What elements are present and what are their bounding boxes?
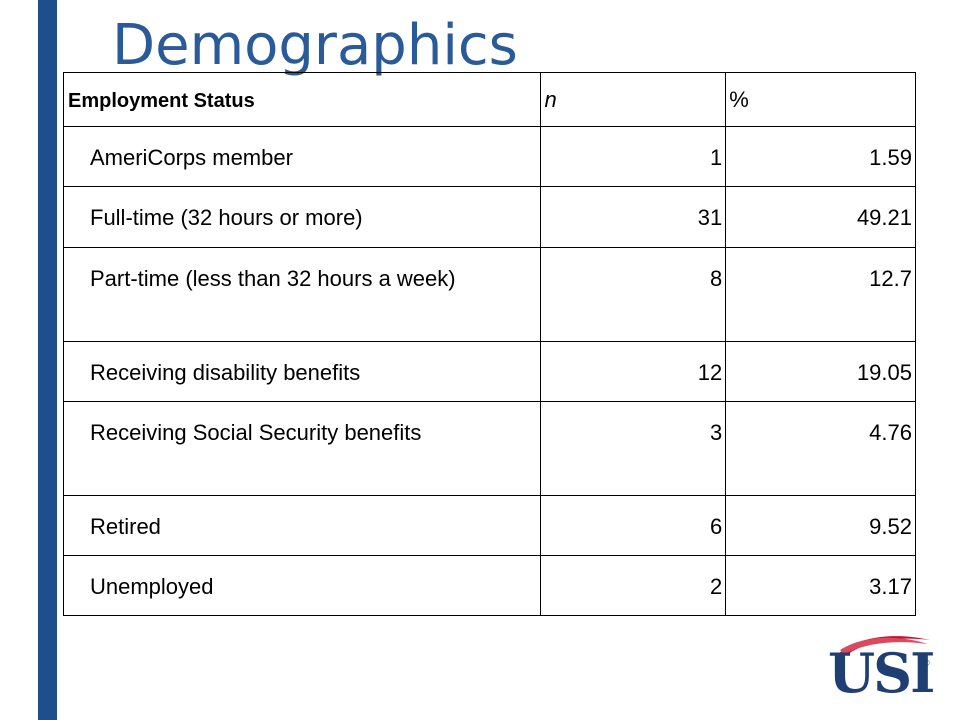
- row-label: Retired: [62, 495, 542, 556]
- side-accent-bar: [38, 0, 57, 720]
- row-percent: 4.76: [725, 401, 916, 496]
- row-percent: 19.05: [725, 341, 916, 402]
- registered-mark: ®: [923, 658, 930, 668]
- row-percent: 3.17: [725, 555, 916, 616]
- header-n: n: [540, 72, 727, 127]
- table-row: Part-time (less than 32 hours a week) 8 …: [62, 247, 916, 342]
- row-n: 1: [540, 126, 727, 187]
- slide-title: Demographics: [112, 13, 518, 78]
- header-employment-status: Employment Status: [62, 72, 542, 127]
- row-percent: 9.52: [725, 495, 916, 556]
- row-label: Full-time (32 hours or more): [62, 186, 542, 248]
- row-percent: 1.59: [725, 126, 916, 187]
- row-percent: 49.21: [725, 186, 916, 248]
- row-n: 2: [540, 555, 727, 616]
- row-label: Unemployed: [62, 555, 542, 616]
- table-row: Receiving disability benefits 12 19.05: [62, 341, 916, 402]
- table-header-row: Employment Status n %: [62, 72, 916, 127]
- row-n: 8: [540, 247, 727, 342]
- table-row: Full-time (32 hours or more) 31 49.21: [62, 186, 916, 248]
- swoosh-icon: [836, 636, 930, 658]
- row-n: 12: [540, 341, 727, 402]
- usi-logo: USI ®: [828, 630, 935, 708]
- header-percent: %: [725, 72, 916, 127]
- row-label: Receiving disability benefits: [62, 341, 542, 402]
- row-label: AmeriCorps member: [62, 126, 542, 187]
- table-row: Retired 6 9.52: [62, 495, 916, 556]
- logo-wordmark: USI: [828, 641, 935, 705]
- table-row: Unemployed 2 3.17: [62, 555, 916, 616]
- row-n: 31: [540, 186, 727, 248]
- table-row: AmeriCorps member 1 1.59: [62, 126, 916, 187]
- row-n: 6: [540, 495, 727, 556]
- row-label: Part-time (less than 32 hours a week): [62, 247, 542, 342]
- row-label: Receiving Social Security benefits: [62, 401, 542, 496]
- employment-status-table: Employment Status n % AmeriCorps member …: [62, 72, 916, 616]
- row-n: 3: [540, 401, 727, 496]
- table-row: Receiving Social Security benefits 3 4.7…: [62, 401, 916, 496]
- row-percent: 12.7: [725, 247, 916, 342]
